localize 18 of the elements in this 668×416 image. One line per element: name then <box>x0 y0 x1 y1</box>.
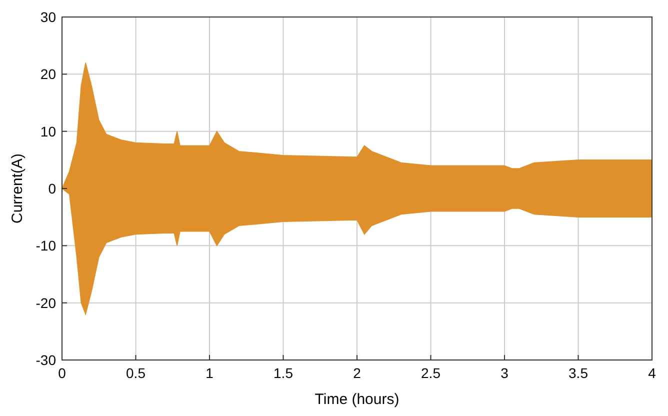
y-tick-label: 10 <box>40 123 56 140</box>
x-tick-label: 0 <box>58 365 66 381</box>
y-axis-title: Current(A) <box>9 153 26 224</box>
x-tick-label: 1 <box>206 365 214 381</box>
y-tick-label: -30 <box>36 352 56 368</box>
x-tick-label: 0.5 <box>126 365 146 381</box>
x-tick-label: 4 <box>648 365 656 381</box>
x-tick-label: 2.5 <box>421 365 441 381</box>
y-tick-label: -10 <box>36 238 56 254</box>
x-tick-label: 3 <box>500 365 509 381</box>
x-tick-label: 1.5 <box>274 365 294 381</box>
x-tick-label: 3.5 <box>568 365 588 381</box>
y-tick-label: 20 <box>40 66 56 82</box>
y-tick-label: -20 <box>36 294 56 311</box>
x-tick-label: 2 <box>353 365 362 381</box>
y-tick-label: 30 <box>40 9 56 25</box>
y-tick-label: 0 <box>48 180 56 196</box>
x-axis-title: Time (hours) <box>314 391 400 408</box>
